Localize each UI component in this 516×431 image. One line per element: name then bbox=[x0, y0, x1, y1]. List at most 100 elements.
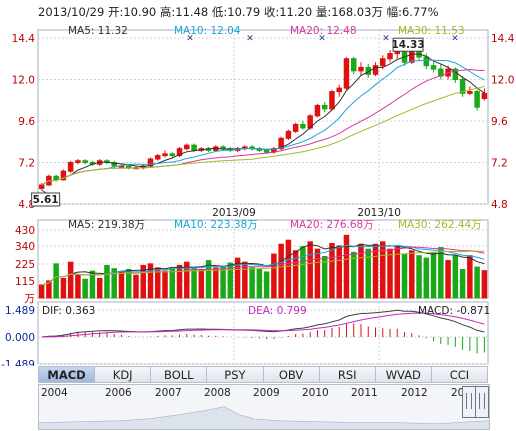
tab-cci[interactable]: CCI bbox=[431, 366, 488, 383]
quote-high: 11.48 bbox=[175, 5, 209, 19]
indicator-tabs: MACD KDJ BOLL PSY OBV RSI WVAD CCI bbox=[38, 366, 488, 383]
volume-bar bbox=[481, 270, 488, 299]
range-handle-right[interactable] bbox=[475, 386, 489, 418]
volume-ma-legend: MA20: 276.68万 bbox=[290, 219, 374, 231]
volume-bar bbox=[452, 255, 459, 299]
price-tick-left: 4.8 bbox=[18, 199, 35, 211]
volume-bar bbox=[350, 251, 357, 299]
volume-bar bbox=[430, 251, 437, 299]
candle-body bbox=[60, 170, 67, 181]
candle-body bbox=[459, 79, 466, 94]
candle-body bbox=[481, 92, 488, 100]
candle-body bbox=[343, 58, 350, 89]
volume-bar bbox=[60, 277, 67, 299]
volume-bar bbox=[125, 269, 132, 299]
tab-psy[interactable]: PSY bbox=[207, 366, 264, 383]
volume-bar bbox=[416, 255, 422, 299]
volume-ma-legend: MA5: 219.38万 bbox=[68, 219, 145, 231]
volume-bar bbox=[205, 260, 212, 299]
volume-bar bbox=[169, 268, 176, 299]
candle-body bbox=[474, 91, 480, 108]
candle-body bbox=[430, 65, 437, 70]
volume-bar bbox=[176, 264, 183, 299]
tab-macd[interactable]: MACD bbox=[38, 366, 96, 383]
navigator-history-line bbox=[39, 406, 489, 429]
tab-obv[interactable]: OBV bbox=[263, 366, 320, 383]
candle-body bbox=[380, 58, 386, 67]
month-label: 2013/10 bbox=[357, 207, 401, 219]
year-label: 2007 bbox=[155, 387, 182, 399]
volume-bar bbox=[292, 250, 299, 299]
candle-body bbox=[358, 66, 364, 72]
tab-kdj[interactable]: KDJ bbox=[95, 366, 152, 383]
volume-bar bbox=[423, 257, 430, 299]
month-label: 2013/09 bbox=[212, 207, 256, 219]
volume-bar bbox=[307, 241, 313, 299]
candle-body bbox=[38, 184, 45, 189]
year-label: 2006 bbox=[105, 387, 132, 399]
volume-bar bbox=[38, 284, 45, 299]
volume-bar bbox=[96, 277, 103, 299]
macd-value-legend: MACD: -0.871 bbox=[418, 305, 490, 317]
macd-dea-line bbox=[41, 312, 485, 338]
price-ma-legend: MA10: 12.04 bbox=[174, 25, 241, 37]
volume-tick: 430 bbox=[15, 225, 35, 237]
price-ma-legend: MA20: 12.48 bbox=[290, 25, 357, 37]
candle-body bbox=[314, 104, 321, 117]
candle-body bbox=[67, 162, 74, 172]
price-tick-left: 9.6 bbox=[18, 116, 35, 128]
volume-ma-legend: MA10: 223.38万 bbox=[174, 219, 258, 231]
volume-bar bbox=[474, 266, 480, 299]
low-annotation-label: 5.61 bbox=[33, 194, 59, 206]
year-label: 2004 bbox=[41, 387, 68, 399]
price-tick-right: 9.6 bbox=[491, 116, 508, 128]
quote-date: 2013/10/29 bbox=[38, 5, 105, 19]
timeline-navigator[interactable]: 2004 2006 2007 2008 2009 2010 2011 2012 … bbox=[38, 384, 490, 430]
quote-volume: 168.03万 bbox=[331, 5, 383, 19]
volume-bar bbox=[184, 261, 190, 299]
volume-bar bbox=[53, 263, 59, 299]
volume-bar bbox=[133, 274, 139, 299]
event-marker-icon: ✕ bbox=[186, 34, 194, 44]
candle-body bbox=[423, 56, 430, 67]
volume-bar bbox=[213, 267, 219, 299]
volume-bar bbox=[89, 270, 96, 299]
event-marker-icon: ✕ bbox=[382, 34, 390, 44]
volume-ma30-line bbox=[41, 250, 485, 286]
price-ma10-line bbox=[41, 59, 485, 186]
volume-bar bbox=[111, 268, 117, 299]
year-label: 2008 bbox=[204, 387, 231, 399]
candle-body bbox=[336, 87, 342, 93]
price-tick-right: 7.2 bbox=[491, 158, 508, 170]
volume-bar bbox=[459, 269, 466, 299]
tab-wvad[interactable]: WVAD bbox=[375, 366, 432, 383]
volume-bar bbox=[409, 250, 415, 299]
tab-rsi[interactable]: RSI bbox=[319, 366, 376, 383]
volume-ma-legend: MA30: 262.44万 bbox=[398, 219, 482, 231]
candle-body bbox=[285, 130, 292, 139]
price-tick-right: 14.4 bbox=[491, 33, 515, 45]
range-handle-left[interactable] bbox=[462, 386, 476, 418]
macd-tick: 0.000 bbox=[5, 332, 35, 344]
event-marker-icon: ✕ bbox=[318, 34, 326, 44]
volume-bar bbox=[467, 255, 473, 299]
volume-bar bbox=[401, 253, 408, 299]
volume-bar bbox=[220, 265, 226, 299]
candle-body bbox=[147, 158, 154, 167]
volume-bar bbox=[104, 264, 110, 299]
volume-bar bbox=[67, 261, 74, 299]
macd-panel-frame bbox=[37, 301, 489, 365]
volume-bar bbox=[285, 239, 292, 299]
volume-bar bbox=[445, 260, 451, 299]
candle-body bbox=[329, 91, 335, 110]
year-label: 2012 bbox=[401, 387, 428, 399]
tab-boll[interactable]: BOLL bbox=[151, 366, 208, 383]
price-ma30-line bbox=[41, 85, 485, 186]
volume-tick: 万 bbox=[25, 293, 36, 305]
quote-low: 10.79 bbox=[227, 5, 261, 19]
year-label: 2011 bbox=[351, 387, 378, 399]
volume-bar bbox=[249, 267, 255, 299]
volume-bar bbox=[263, 271, 270, 299]
candle-body bbox=[75, 160, 81, 163]
candle-body bbox=[184, 144, 190, 150]
